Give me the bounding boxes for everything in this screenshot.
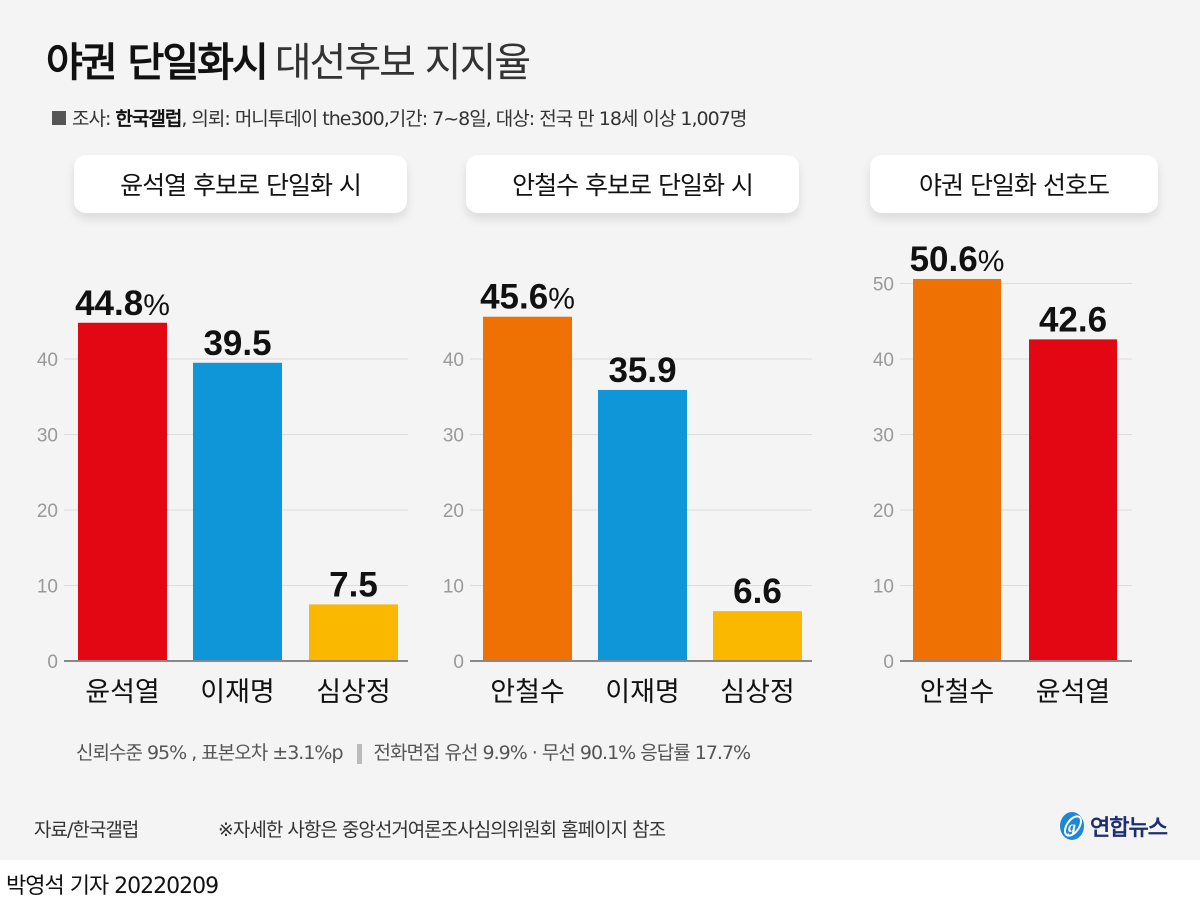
chart-3: 0 10 20 30 40 50 50.6% 안철수 42.6 윤석열 — [873, 240, 1132, 708]
svg-text:g: g — [1067, 819, 1076, 836]
y-tick-label: 30 — [37, 426, 58, 447]
y-tick-label: 40 — [443, 350, 464, 371]
category-label: 윤석열 — [1036, 677, 1111, 708]
y-tick-label: 30 — [443, 426, 464, 447]
y-tick-label: 50 — [873, 275, 894, 296]
y-tick-label: 20 — [873, 501, 894, 522]
disclaimer-note: ※자세한 사항은 중앙선거여론조사심의위원회 홈페이지 참조 — [218, 819, 666, 841]
category-label: 안철수 — [920, 677, 995, 708]
bar-이재명 — [598, 389, 687, 661]
category-label: 윤석열 — [85, 677, 160, 708]
y-tick-label: 10 — [873, 577, 894, 598]
bar-이재명 — [193, 362, 282, 661]
y-tick-label: 10 — [443, 577, 464, 598]
byline: 박영석 기자 20220209 — [6, 874, 219, 899]
source-note: 자료/한국갤럽 — [34, 819, 139, 841]
y-tick-label: 0 — [47, 652, 58, 673]
y-tick-label: 40 — [873, 350, 894, 371]
logo-text: 연합뉴스 — [1090, 816, 1168, 841]
bar-윤석열 — [1029, 339, 1117, 661]
category-label: 심상정 — [720, 677, 795, 708]
survey-notes: 신뢰수준 95% , 표본오차 ±3.1%p 전화면접 유선 9.9% · 무선 … — [76, 738, 752, 765]
square-bullet-icon — [52, 110, 66, 125]
value-label: 7.5 — [329, 565, 378, 604]
y-tick-label: 0 — [883, 652, 894, 673]
category-label: 이재명 — [200, 677, 275, 708]
method-note: 전화면접 유선 9.9% · 무선 90.1% 응답률 17.7% — [373, 742, 752, 764]
y-tick-label: 30 — [873, 426, 894, 447]
percent-sign: % — [548, 283, 575, 316]
chart-2-title: 안철수 후보로 단일화 시 — [466, 155, 799, 213]
chart-3-title: 야권 단일화 선호도 — [870, 155, 1158, 213]
chart-2: 0 10 20 30 40 45.6% 안철수 35.9 이재명 6.6 심상정 — [443, 278, 812, 708]
category-label: 심상정 — [316, 677, 391, 708]
bar-심상정 — [309, 604, 398, 661]
y-tick-label: 20 — [443, 501, 464, 522]
separator — [356, 743, 362, 764]
survey-info: 조사: 한국갤럽, 의뢰: 머니투데이 the300,기간: 7~8일, 대상:… — [52, 104, 747, 131]
value-label: 50.6% — [910, 240, 1005, 279]
bar-윤석열 — [78, 322, 167, 661]
chart-1-title: 윤석열 후보로 단일화 시 — [74, 155, 407, 213]
percent-sign: % — [978, 245, 1005, 278]
category-label: 안철수 — [490, 677, 565, 708]
yonhap-logo-icon: g — [1060, 812, 1084, 840]
category-label: 이재명 — [605, 677, 680, 708]
value-label: 39.5 — [203, 324, 271, 363]
bar-안철수 — [913, 278, 1001, 661]
value-label: 35.9 — [608, 351, 676, 390]
page-title: 야권 단일화시 대선후보 지지율 — [46, 30, 531, 88]
y-tick-label: 20 — [37, 501, 58, 522]
y-tick-label: 40 — [37, 350, 58, 371]
survey-label: 조사: — [72, 108, 111, 130]
value-label: 42.6 — [1039, 300, 1107, 339]
percent-sign: % — [143, 289, 170, 322]
confidence-note: 신뢰수준 95% , 표본오차 ±3.1%p — [76, 742, 344, 764]
y-tick-label: 10 — [37, 577, 58, 598]
value-label: 45.6% — [480, 278, 575, 317]
survey-org: 한국갤럽 — [115, 108, 182, 130]
title-light: 대선후보 지지율 — [274, 40, 531, 86]
title-bold: 야권 단일화시 — [46, 40, 269, 86]
value-label: 6.6 — [733, 572, 782, 611]
chart-1: 0 10 20 30 40 44.8% 윤석열 39.5 이재명 7.5 심상정 — [37, 284, 408, 708]
bar-심상정 — [713, 611, 802, 661]
value-label: 44.8% — [75, 284, 170, 323]
y-tick-label: 0 — [453, 652, 464, 673]
survey-details: , 의뢰: 머니투데이 the300,기간: 7~8일, 대상: 전국 만 18… — [181, 108, 747, 130]
yonhap-logo: g 연합뉴스 — [1058, 810, 1168, 842]
bar-안철수 — [483, 316, 572, 661]
